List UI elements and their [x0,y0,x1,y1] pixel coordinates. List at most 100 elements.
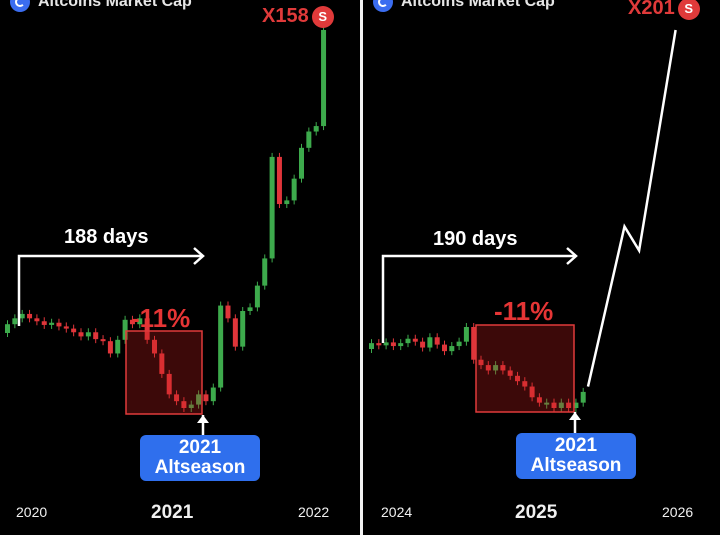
candle [63,326,69,329]
candle [449,346,455,352]
candle [181,401,187,408]
candle [152,339,157,354]
candle [210,387,216,402]
candle [551,402,557,408]
candle [93,332,99,340]
candle [276,156,282,205]
candle [188,404,194,408]
candle [218,305,224,388]
candle [196,394,202,405]
panel-divider [360,0,363,535]
left-year-start: 2020 [16,504,48,520]
candle [412,338,418,342]
right-multiplier-text: X201 [628,0,675,19]
candle [240,311,246,347]
right-multiplier: X201 S [628,0,700,20]
candle [321,30,327,127]
right-days-arrow [381,254,576,343]
candle [507,370,513,376]
candle [166,373,172,395]
left-altseason-year: 2021 [178,437,222,458]
right-days-label: 190 days [433,228,518,250]
candle [390,342,396,347]
right-days-arrow-head [566,247,578,265]
right-altseason-text: Altseason [530,455,622,476]
right-drop-zone [475,324,575,413]
candle [137,318,143,325]
candle [493,365,499,371]
right-altseason-badge: 2021 Altseason [516,433,636,479]
candle [456,341,462,347]
candle [174,394,180,402]
candle [107,341,113,354]
candle [5,324,10,333]
candle [284,200,290,205]
candle [115,339,121,354]
candle [203,394,209,402]
candle [78,332,84,337]
right-s-badge-icon: S [677,0,700,20]
candle [544,402,550,405]
logo-icon [373,0,393,12]
candle [369,343,374,349]
candle [247,307,253,311]
candle [485,365,491,371]
candle [71,328,77,333]
left-season-arrow-head [197,415,209,423]
candle [522,381,528,387]
candle [85,332,91,337]
candle [536,397,542,403]
candle [573,402,579,408]
right-title: Altcoins Market Cap [401,0,555,10]
candle [427,337,433,348]
candle [254,285,260,308]
candle [122,319,128,340]
candle [471,327,477,360]
left-days-arrow-head [193,247,205,265]
candle [299,147,304,179]
candle [27,313,33,319]
candle [269,156,275,259]
left-multiplier-text: X158 [262,5,309,27]
candle [291,178,297,201]
candle [12,318,18,325]
candle [376,343,382,346]
left-year-mid: 2021 [151,502,194,523]
candle [225,305,231,319]
left-header: Altcoins Market Cap [10,0,192,12]
left-drop-label: -11% [131,303,191,333]
right-year-mid: 2025 [515,502,558,523]
candle [56,322,62,327]
candle [434,337,440,345]
candle [34,318,40,322]
candle [405,338,411,344]
candle [306,131,312,148]
left-altseason-badge: 2021 Altseason [140,435,260,481]
candle [262,258,268,286]
candle [41,321,47,325]
left-s-badge-icon: S [311,5,334,28]
candle [159,353,165,374]
candle [566,402,572,408]
right-header: Altcoins Market Cap [373,0,555,12]
candle [129,319,135,325]
candle [19,313,25,319]
candle [529,386,535,398]
projection-line [586,29,677,387]
candle [144,318,150,340]
candle [313,126,319,132]
left-drop-zone [125,330,203,415]
candle [478,359,484,366]
candle [580,391,586,403]
candle [420,341,426,348]
left-title: Altcoins Market Cap [38,0,192,10]
right-altseason-year: 2021 [554,435,598,456]
candle [232,318,238,347]
left-year-end: 2022 [298,504,330,520]
right-drop-label: -11% [494,296,554,326]
right-year-start: 2024 [381,504,413,520]
left-days-arrow [17,254,203,326]
candle [398,343,404,347]
candle [515,375,520,382]
